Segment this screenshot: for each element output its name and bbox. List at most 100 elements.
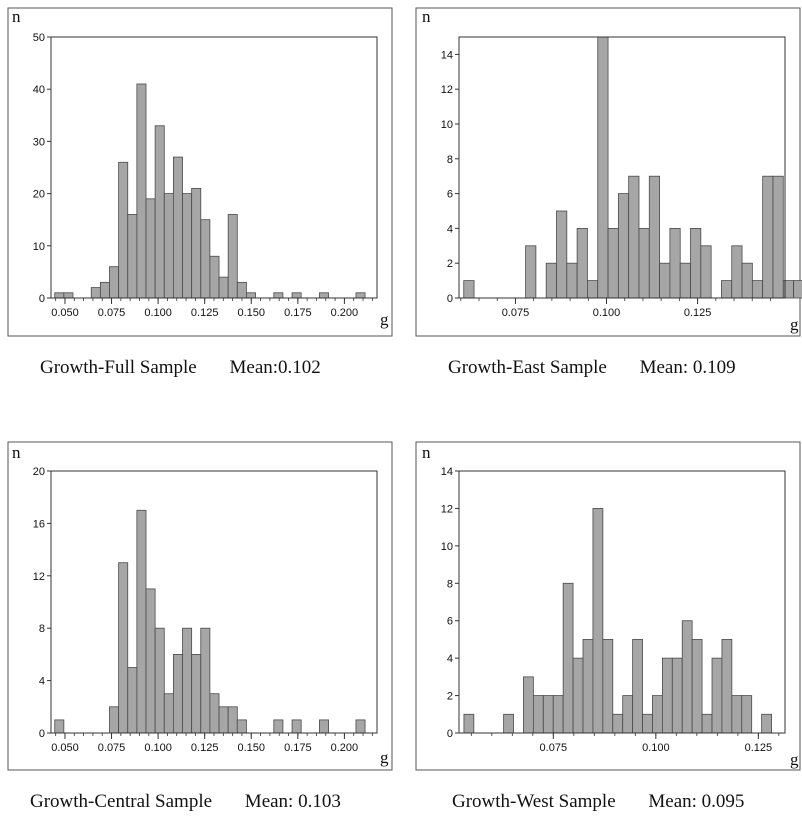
histogram-bar — [690, 227, 702, 299]
y-axis-label: n — [422, 7, 431, 26]
y-tick-label: 0 — [447, 728, 453, 740]
histogram-bar — [154, 627, 165, 734]
y-tick-label: 8 — [447, 154, 453, 166]
chart-central: 0 4 8 12 16 20 0.050 0.075 0.100 0.125 0.150 0.175 0… — [7, 441, 393, 771]
histogram-bar — [355, 719, 366, 734]
histogram-bar — [572, 657, 584, 734]
histogram-bar — [273, 292, 284, 299]
y-tick-label: 40 — [33, 84, 45, 96]
x-tick-label: 0.100 — [144, 307, 172, 319]
y-tick-label: 6 — [447, 616, 453, 628]
y-tick-label: 6 — [447, 189, 453, 201]
x-tick-label: 0.125 — [745, 742, 773, 754]
y-tick-label: 0 — [39, 728, 45, 740]
x-axis-label: g — [790, 315, 799, 334]
histogram-bar — [700, 245, 712, 299]
histogram-bar — [218, 276, 229, 299]
histogram-bar — [566, 262, 578, 299]
histogram-bar — [525, 245, 537, 299]
histogram-bar — [741, 262, 753, 299]
caption-central-title: Growth-Central Sample — [30, 791, 213, 812]
histogram-bar — [622, 695, 634, 734]
histogram-bar — [711, 657, 723, 734]
y-tick-label: 0 — [447, 293, 453, 305]
histogram-bar — [163, 193, 174, 299]
histogram-bar — [597, 36, 609, 299]
histogram-bar — [227, 706, 238, 734]
x-tick-label: 0.175 — [284, 742, 312, 754]
caption-east: Growth-East Sample Mean: 0.109 — [448, 357, 736, 379]
plot-area — [458, 470, 786, 734]
histogram-bar — [109, 706, 120, 734]
x-tick-label: 0.125 — [191, 742, 219, 754]
histogram-bar — [731, 695, 743, 734]
x-tick-label: 0.125 — [684, 307, 712, 319]
y-axis-label: n — [12, 443, 21, 462]
histogram-bar — [154, 125, 165, 299]
histogram-bar — [172, 654, 183, 734]
caption-central: Growth-Central Sample Mean: 0.103 — [30, 791, 341, 813]
histogram-bar — [145, 198, 156, 299]
histogram-bar — [556, 210, 568, 299]
panel-frame — [415, 7, 801, 337]
histogram-bar — [612, 713, 624, 734]
y-tick-label: 50 — [33, 32, 45, 44]
histogram-bar — [319, 719, 329, 734]
histogram-bar — [127, 214, 138, 299]
histogram-bar — [523, 676, 534, 734]
caption-west-mean: Mean: 0.095 — [648, 791, 745, 812]
histogram-bar — [741, 695, 753, 734]
histogram-bar — [236, 281, 247, 299]
histogram-bar — [607, 227, 619, 299]
y-tick-label: 12 — [441, 503, 453, 515]
x-tick-label: 0.075 — [98, 742, 126, 754]
panel-frame — [7, 7, 393, 337]
histogram-bar — [463, 280, 475, 299]
caption-central-mean: Mean: 0.103 — [244, 791, 341, 812]
y-tick-label: 10 — [33, 241, 45, 253]
panel-frame — [415, 441, 801, 771]
histogram-bar — [90, 287, 101, 299]
x-tick-label: 0.100 — [642, 742, 670, 754]
histogram-bar — [652, 695, 663, 734]
caption-full-title: Growth-Full Sample — [40, 357, 197, 378]
histogram-bar — [118, 161, 129, 299]
histogram-bar — [562, 582, 574, 734]
histogram-bar — [227, 214, 238, 299]
histogram-bar — [632, 639, 643, 734]
x-axis-label: g — [790, 750, 799, 769]
histogram-bar — [628, 175, 640, 299]
x-axis-label: g — [380, 310, 389, 329]
histogram-bar — [136, 83, 147, 299]
y-tick-label: 10 — [441, 541, 453, 553]
histogram-bar — [772, 175, 784, 299]
y-tick-label: 20 — [33, 466, 45, 478]
histogram-bar — [545, 262, 557, 299]
caption-full: Growth-Full Sample Mean:0.102 — [40, 357, 321, 379]
x-tick-label: 0.075 — [540, 742, 568, 754]
histogram-bar — [291, 292, 302, 299]
caption-east-title: Growth-East Sample — [448, 357, 607, 378]
histogram-bar — [209, 255, 220, 299]
histogram-bar — [291, 719, 302, 734]
chart-west: 0 2 4 6 8 10 12 14 0.075 0.100 0.125 n g — [415, 441, 801, 771]
histogram-bar — [552, 695, 564, 734]
y-tick-label: 10 — [441, 119, 453, 131]
histogram-bar — [463, 713, 475, 734]
y-tick-label: 16 — [33, 518, 45, 530]
histogram-bar — [679, 262, 691, 299]
histogram-bar — [182, 627, 193, 734]
y-tick-label: 14 — [441, 49, 453, 61]
y-tick-label: 14 — [441, 466, 453, 478]
caption-west: Growth-West Sample Mean: 0.095 — [452, 791, 744, 813]
x-tick-label: 0.050 — [51, 307, 79, 319]
x-tick-label: 0.125 — [191, 307, 219, 319]
y-tick-label: 30 — [33, 136, 45, 148]
histogram-bar — [592, 508, 604, 734]
histogram-bar — [671, 657, 683, 734]
histogram-bar — [200, 627, 211, 734]
histogram-bar — [163, 693, 174, 734]
histogram-bar — [319, 292, 329, 299]
plot-area — [458, 36, 786, 299]
